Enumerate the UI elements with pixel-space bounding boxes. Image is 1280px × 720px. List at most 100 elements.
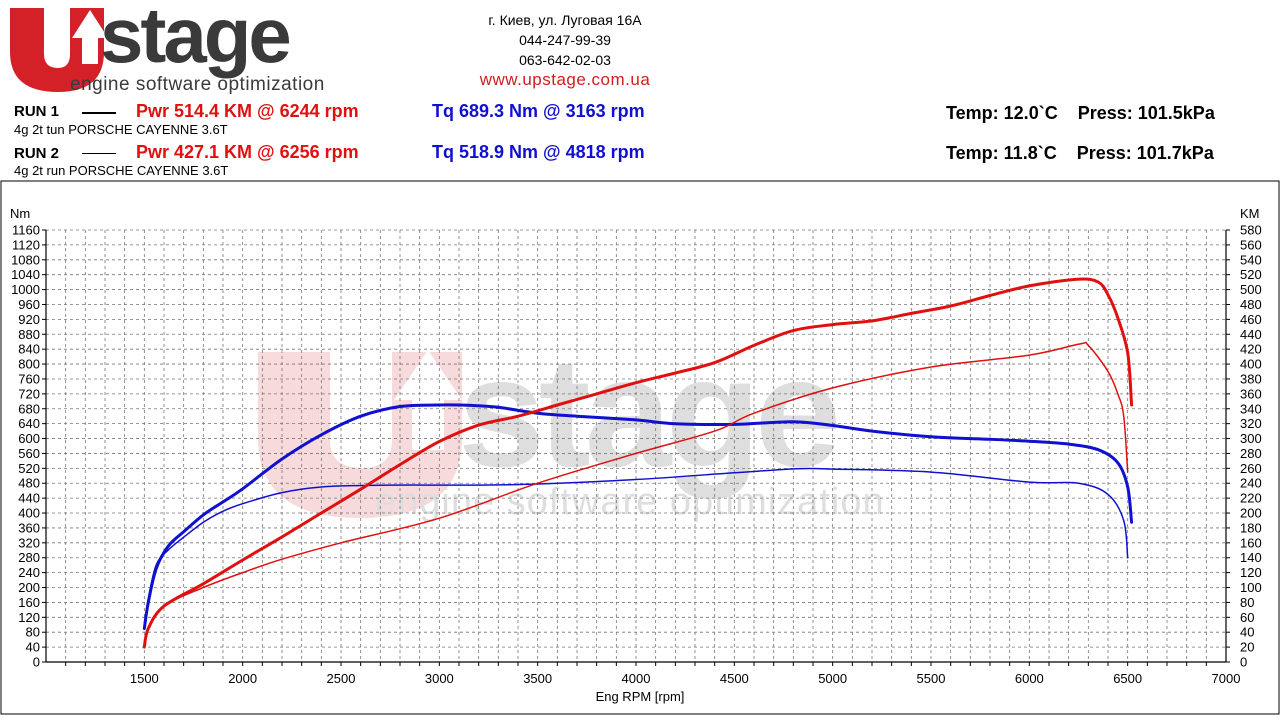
y-right-tick-label: 300 — [1240, 431, 1262, 446]
y-left-tick-label: 1040 — [11, 267, 40, 282]
run-2-torque: Tq 518.9 Nm @ 4818 rpm — [432, 142, 645, 162]
y-left-tick-label: 1160 — [12, 223, 40, 238]
run-1-press: Press: 101.5kPa — [1077, 103, 1215, 123]
run-2-description: 4g 2t run PORSCHE CAYENNE 3.6T — [14, 163, 229, 178]
run-2-power: Pwr 427.1 KM @ 6256 rpm — [136, 142, 359, 162]
y-left-tick-label: 960 — [18, 297, 40, 312]
y-right-tick-label: 80 — [1240, 595, 1254, 610]
run-1-description: 4g 2t tun PORSCHE CAYENNE 3.6T — [14, 122, 228, 137]
run-2-label: RUN 2 — [14, 145, 60, 162]
y-left-tick-label: 1120 — [12, 237, 40, 252]
y-left-tick-label: 440 — [18, 491, 40, 506]
logo-tagline: engine software optimization — [70, 74, 325, 95]
y-left-tick-label: 400 — [18, 506, 40, 521]
y-right-tick-label: 380 — [1240, 371, 1262, 386]
run-1-temp: Temp: 12.0`C — [946, 103, 1058, 123]
torque-curve-run-2 — [143, 467, 1129, 626]
y-right-tick-label: 180 — [1240, 520, 1262, 535]
y-left-tick-label: 840 — [18, 342, 40, 357]
y-right-tick-label: 480 — [1240, 297, 1262, 312]
y-right-tick-label: 540 — [1240, 252, 1262, 267]
x-axis-label: Eng RPM [rpm] — [596, 689, 685, 704]
y-left-tick-label: 0 — [33, 655, 40, 670]
y-left-tick-label: 1080 — [11, 252, 40, 267]
y-left-tick-label: 760 — [18, 371, 40, 386]
y-right-tick-label: 400 — [1240, 357, 1262, 372]
y-right-tick-label: 240 — [1240, 476, 1262, 491]
chart-frame — [0, 180, 1280, 715]
y-right-tick-label: 440 — [1240, 327, 1262, 342]
contact-block: г. Киев, ул. Луговая 16А 044-247-99-39 0… — [440, 10, 690, 90]
chart-grid — [46, 229, 1226, 662]
y-right-tick-label: 580 — [1240, 223, 1262, 238]
y-right-tick-label: 120 — [1240, 565, 1262, 580]
x-tick-label: 5000 — [818, 671, 847, 686]
upstage-logo: stage engine software optimization — [10, 2, 325, 95]
power-curve-run-2 — [143, 341, 1129, 648]
y-right-tick-label: 340 — [1240, 401, 1262, 416]
x-tick-label: 4500 — [720, 671, 749, 686]
power-curve-run-1 — [142, 277, 1134, 649]
x-tick-label: 3500 — [523, 671, 552, 686]
y-left-tick-label: 920 — [18, 312, 40, 327]
y-left-tick-label: 240 — [18, 565, 40, 580]
y-left-tick-label: 360 — [18, 520, 40, 535]
y-right-tick-label: 280 — [1240, 446, 1262, 461]
torque-curve-run-1 — [142, 403, 1134, 630]
run-2-temp: Temp: 11.8`C — [946, 143, 1057, 163]
run-1-conditions: Temp: 12.0`C Press: 101.5kPa — [946, 103, 1215, 124]
y-right-axis-label: KM — [1240, 206, 1260, 221]
x-tick-label: 7000 — [1212, 671, 1241, 686]
y-left-axis-label: Nm — [10, 206, 30, 221]
y-right-tick-label: 360 — [1240, 386, 1262, 401]
y-left-tick-label: 800 — [18, 357, 40, 372]
y-right-tick-label: 0 — [1240, 655, 1247, 670]
run-1-power: Pwr 514.4 KM @ 6244 rpm — [136, 101, 359, 121]
y-left-tick-label: 120 — [18, 610, 40, 625]
y-left-tick-label: 280 — [18, 550, 40, 565]
y-right-tick-label: 200 — [1240, 506, 1262, 521]
x-tick-label: 5500 — [917, 671, 946, 686]
run-1-label: RUN 1 — [14, 103, 60, 120]
watermark-word: stage — [458, 326, 837, 500]
y-right-tick-label: 520 — [1240, 267, 1262, 282]
y-right-tick-label: 160 — [1240, 535, 1262, 550]
x-tick-label: 4000 — [622, 671, 651, 686]
y-right-tick-label: 60 — [1240, 610, 1254, 625]
x-tick-label: 6000 — [1015, 671, 1044, 686]
run-1-line-sample — [82, 112, 116, 114]
logo-up-arrow-icon — [72, 10, 108, 64]
logo-word: stage — [100, 2, 289, 79]
run-2-conditions: Temp: 11.8`C Press: 101.7kPa — [946, 143, 1214, 164]
y-left-tick-label: 640 — [18, 416, 40, 431]
y-right-tick-label: 500 — [1240, 282, 1262, 297]
run-1-torque: Tq 689.3 Nm @ 3163 rpm — [432, 101, 645, 121]
dyno-chart: stage engine software optimization 0 040 2… — [0, 180, 1280, 715]
y-left-tick-label: 1000 — [11, 282, 40, 297]
y-left-tick-label: 600 — [18, 431, 40, 446]
y-right-tick-label: 320 — [1240, 416, 1262, 431]
y-left-tick-label: 880 — [18, 327, 40, 342]
contact-phone-2: 063-642-02-03 — [519, 52, 611, 68]
x-tick-label: 6500 — [1113, 671, 1142, 686]
x-tick-label: 2000 — [228, 671, 257, 686]
watermark-up-arrow-icon — [394, 350, 462, 450]
y-left-tick-label: 520 — [18, 461, 40, 476]
y-right-tick-label: 40 — [1240, 625, 1254, 640]
watermark-tagline: engine software optimization — [375, 481, 885, 523]
y-right-tick-label: 560 — [1240, 237, 1262, 252]
y-right-tick-label: 220 — [1240, 491, 1262, 506]
y-left-tick-label: 40 — [26, 640, 40, 655]
y-left-tick-label: 80 — [26, 625, 40, 640]
y-left-tick-label: 480 — [18, 476, 40, 491]
x-tick-label: 3000 — [425, 671, 454, 686]
contact-website[interactable]: www.upstage.com.ua — [479, 70, 651, 89]
y-right-tick-label: 140 — [1240, 550, 1262, 565]
watermark-u-shape — [258, 352, 462, 518]
watermark: stage engine software optimization — [258, 326, 885, 523]
run-2-line-sample — [82, 153, 116, 154]
y-left-tick-label: 200 — [18, 580, 40, 595]
x-tick-label: 1500 — [130, 671, 159, 686]
y-left-tick-label: 320 — [18, 535, 40, 550]
